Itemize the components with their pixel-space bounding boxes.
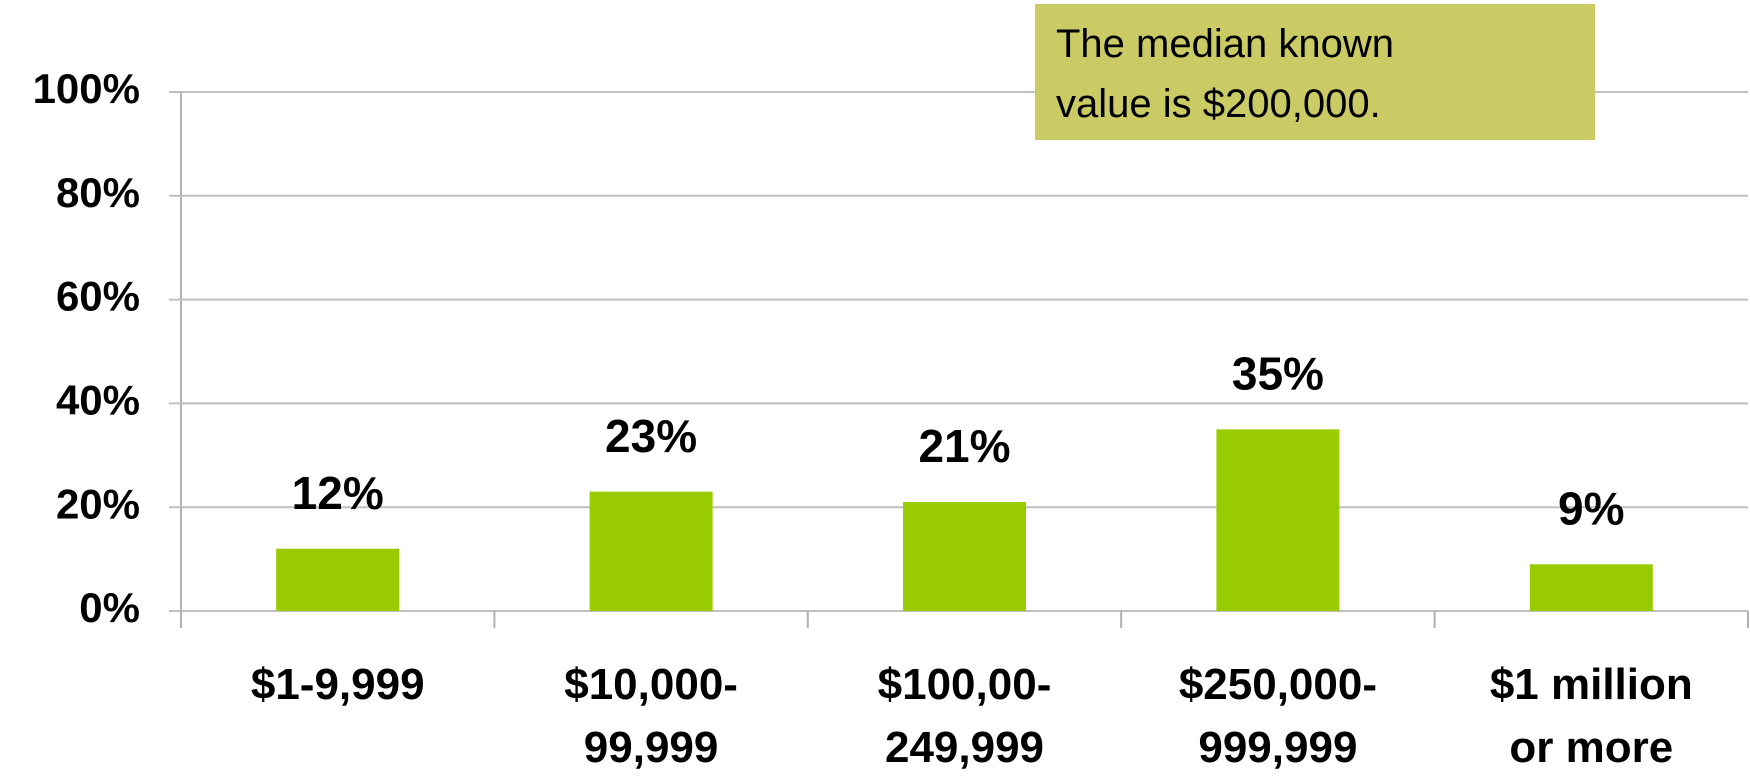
annotation: The median known value is $200,000. [1056,22,1394,126]
value-label: 21% [918,420,1010,472]
y-tick-label: 40% [56,376,140,423]
annotation-box [1035,4,1595,140]
bar [589,491,713,611]
value-label: 23% [605,410,697,462]
x-tick-label: $1 million or more [1490,660,1693,772]
value-label: 9% [1558,482,1624,534]
bar [1529,564,1653,611]
x-tick-label: $1-9,999 [251,660,425,709]
value-label: 12% [292,467,384,519]
y-tick-label: 80% [56,169,140,216]
bar [1216,429,1340,611]
x-tick-label: $10,000-99,999 [564,660,738,772]
bar [903,502,1026,611]
y-tick-label: 100% [33,65,140,112]
bar [276,548,400,611]
value-label: 35% [1232,348,1324,400]
x-tick-label: $100,00-249,999 [878,660,1052,772]
y-tick-label: 20% [56,480,140,527]
y-tick-label: 0% [79,584,140,631]
y-tick-label: 60% [56,273,140,320]
x-tick-label: $250,000-999,999 [1179,660,1377,772]
